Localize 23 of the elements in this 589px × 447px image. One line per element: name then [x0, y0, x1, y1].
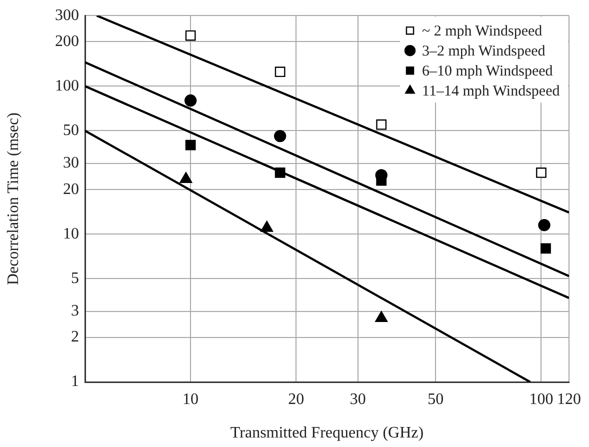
y-tick-label: 50: [63, 122, 79, 139]
y-tick-label: 30: [63, 154, 79, 172]
y-tick-label: 300: [55, 6, 79, 24]
y-tick-label: 5: [71, 270, 79, 287]
x-tick-label: 50: [428, 390, 444, 408]
legend-label: ~ 2 mph Windspeed: [422, 24, 543, 40]
y-tick-label: 3: [71, 302, 79, 320]
y-axis-title: Decorrelation Time (msec): [4, 112, 22, 286]
y-tick-label: 200: [55, 32, 79, 50]
y-tick-label: 100: [55, 77, 79, 94]
x-tick-label: 20: [288, 390, 304, 408]
y-tick-label: 1: [71, 373, 79, 390]
legend-label: 6–10 mph Windspeed: [422, 64, 554, 80]
x-tick-label: 30: [350, 390, 366, 408]
x-tick-label: 10: [182, 390, 199, 408]
x-tick-label: 100: [529, 390, 554, 408]
y-tick-label: 10: [63, 225, 79, 242]
x-axis-title: Transmitted Frequency (GHz): [230, 424, 424, 442]
legend-label: 11–14 mph Windspeed: [422, 84, 560, 100]
legend-label: 3–2 mph Windspeed: [422, 44, 546, 60]
y-tick-label: 2: [71, 328, 79, 346]
x-tick-label: 120: [557, 390, 581, 408]
y-tick-label: 20: [63, 180, 79, 198]
